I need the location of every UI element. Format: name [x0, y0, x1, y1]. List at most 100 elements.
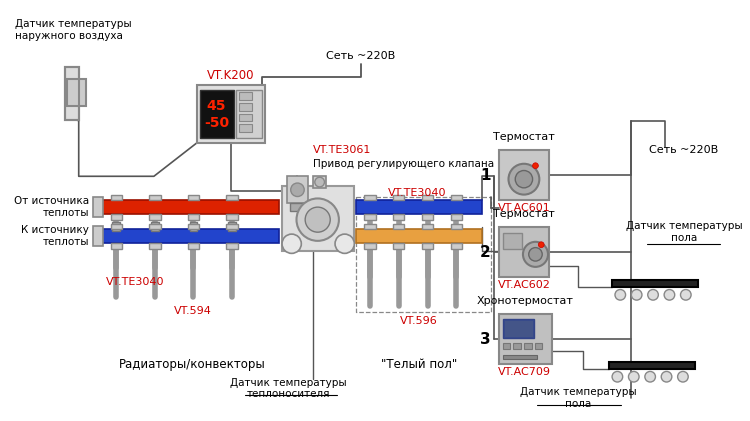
Text: Датчик температуры
наружного воздуха: Датчик температуры наружного воздуха [15, 19, 132, 41]
FancyBboxPatch shape [190, 221, 197, 231]
FancyBboxPatch shape [364, 224, 376, 229]
Circle shape [305, 207, 330, 232]
Circle shape [648, 290, 658, 300]
Circle shape [515, 171, 532, 188]
FancyBboxPatch shape [422, 195, 434, 200]
FancyBboxPatch shape [290, 203, 305, 211]
FancyBboxPatch shape [226, 214, 238, 220]
FancyBboxPatch shape [611, 280, 698, 287]
FancyBboxPatch shape [226, 224, 238, 229]
FancyBboxPatch shape [451, 243, 462, 248]
FancyBboxPatch shape [226, 195, 238, 200]
FancyBboxPatch shape [149, 243, 160, 248]
Text: Хронотермостат: Хронотермостат [476, 296, 573, 306]
FancyBboxPatch shape [93, 226, 103, 246]
FancyBboxPatch shape [149, 224, 160, 229]
FancyBboxPatch shape [313, 176, 326, 188]
FancyBboxPatch shape [110, 224, 122, 229]
Text: VT.TE3040: VT.TE3040 [388, 188, 446, 198]
FancyBboxPatch shape [393, 214, 404, 220]
Circle shape [315, 177, 325, 187]
FancyBboxPatch shape [188, 243, 200, 248]
FancyBboxPatch shape [110, 243, 122, 248]
Text: 45: 45 [207, 99, 226, 113]
FancyBboxPatch shape [238, 114, 252, 121]
Text: VT.AC602: VT.AC602 [497, 280, 550, 290]
Circle shape [680, 290, 691, 300]
FancyBboxPatch shape [513, 343, 521, 349]
Circle shape [615, 290, 626, 300]
Text: Термостат: Термостат [493, 209, 555, 219]
Circle shape [291, 183, 304, 197]
Circle shape [645, 371, 656, 382]
FancyBboxPatch shape [503, 343, 511, 349]
FancyBboxPatch shape [499, 150, 549, 200]
FancyBboxPatch shape [422, 214, 434, 220]
Text: 2: 2 [480, 245, 490, 260]
FancyBboxPatch shape [149, 195, 160, 200]
FancyBboxPatch shape [503, 354, 538, 360]
Text: Датчик температуры
теплоносителя: Датчик температуры теплоносителя [230, 378, 347, 399]
FancyBboxPatch shape [451, 195, 462, 200]
Circle shape [677, 371, 688, 382]
FancyBboxPatch shape [393, 243, 404, 248]
FancyBboxPatch shape [200, 90, 234, 138]
FancyBboxPatch shape [393, 224, 404, 229]
FancyBboxPatch shape [68, 79, 86, 106]
FancyBboxPatch shape [236, 90, 262, 138]
FancyBboxPatch shape [286, 176, 308, 203]
Text: VT.K200: VT.K200 [207, 69, 255, 82]
FancyBboxPatch shape [503, 233, 522, 248]
FancyBboxPatch shape [101, 229, 279, 243]
FancyBboxPatch shape [451, 214, 462, 220]
FancyBboxPatch shape [110, 195, 122, 200]
Text: "Телый пол": "Телый пол" [381, 358, 457, 371]
Circle shape [632, 290, 642, 300]
FancyBboxPatch shape [151, 221, 159, 231]
Text: К источнику
теплоты: К источнику теплоты [22, 225, 89, 247]
Circle shape [612, 371, 622, 382]
Text: Датчик температуры
пола: Датчик температуры пола [520, 387, 636, 409]
FancyBboxPatch shape [112, 221, 120, 231]
Circle shape [335, 234, 354, 253]
FancyBboxPatch shape [238, 93, 252, 100]
Text: VT.594: VT.594 [173, 306, 211, 316]
FancyBboxPatch shape [364, 243, 376, 248]
Circle shape [282, 234, 302, 253]
FancyBboxPatch shape [149, 214, 160, 220]
FancyBboxPatch shape [364, 195, 376, 200]
Text: VT.TE3061: VT.TE3061 [313, 145, 371, 155]
FancyBboxPatch shape [188, 224, 200, 229]
Circle shape [529, 248, 542, 261]
FancyBboxPatch shape [393, 195, 404, 200]
FancyBboxPatch shape [188, 214, 200, 220]
FancyBboxPatch shape [499, 314, 552, 364]
Text: Привод регулирующего клапана: Привод регулирующего клапана [313, 159, 494, 169]
FancyBboxPatch shape [356, 200, 482, 214]
FancyBboxPatch shape [364, 214, 376, 220]
FancyBboxPatch shape [524, 343, 532, 349]
Circle shape [509, 164, 539, 195]
FancyBboxPatch shape [535, 343, 542, 349]
FancyBboxPatch shape [101, 200, 279, 214]
FancyBboxPatch shape [110, 214, 122, 220]
Circle shape [538, 242, 544, 248]
FancyBboxPatch shape [499, 227, 549, 277]
Text: VT.AC601: VT.AC601 [497, 203, 550, 213]
FancyBboxPatch shape [503, 319, 533, 338]
Text: Термостат: Термостат [493, 132, 555, 142]
FancyBboxPatch shape [93, 197, 103, 217]
FancyBboxPatch shape [422, 224, 434, 229]
Text: VT.596: VT.596 [400, 316, 438, 326]
FancyBboxPatch shape [188, 195, 200, 200]
Circle shape [662, 371, 672, 382]
FancyBboxPatch shape [282, 186, 354, 251]
FancyBboxPatch shape [226, 243, 238, 248]
Text: Сеть ~220В: Сеть ~220В [326, 51, 396, 61]
Circle shape [532, 163, 538, 168]
FancyBboxPatch shape [65, 67, 79, 120]
Text: От источника
теплоты: От источника теплоты [14, 196, 89, 218]
Text: -50: -50 [204, 116, 229, 130]
FancyBboxPatch shape [504, 320, 532, 337]
Circle shape [523, 242, 548, 267]
